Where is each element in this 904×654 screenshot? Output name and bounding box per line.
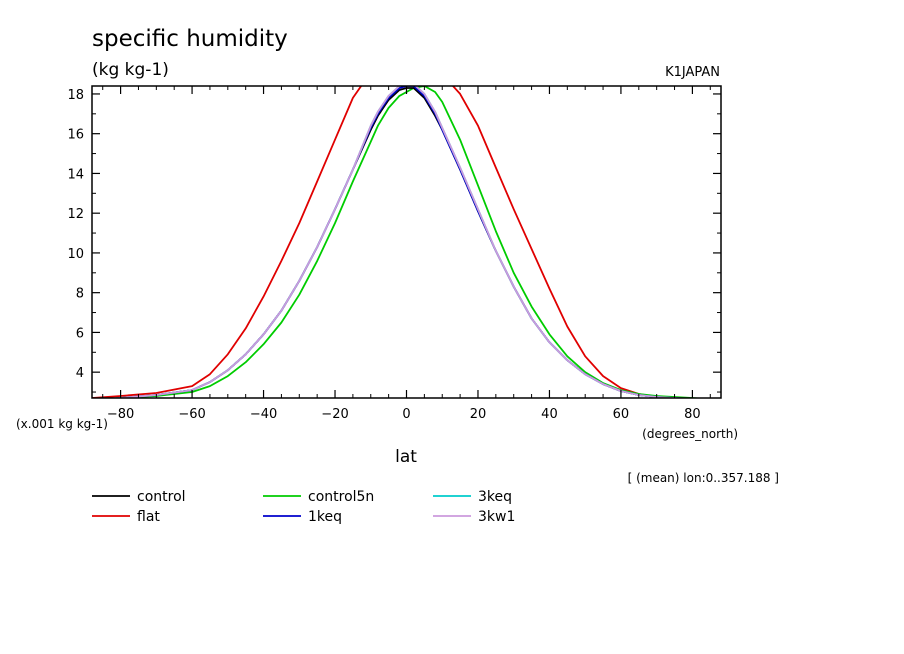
x-axis-label: lat — [395, 447, 417, 467]
y-tick-label: 6 — [76, 326, 84, 341]
legend: control flat control5n 1keq 3keq 3kw1 — [92, 489, 515, 525]
plot-frame — [91, 85, 722, 399]
series-line-control — [107, 87, 691, 398]
legend-label-control: control — [137, 489, 186, 505]
chart-units: (kg kg-1) — [92, 60, 169, 80]
y-tick-label: 10 — [67, 247, 84, 262]
subset-note: [ (mean) lon:0..357.188 ] — [628, 471, 779, 485]
y-tick-label: 8 — [76, 287, 84, 302]
scale-label: (x.001 kg kg-1) — [16, 417, 108, 431]
x-tick-label: −60 — [178, 407, 205, 422]
x-tick-label: 60 — [613, 407, 630, 422]
x-tick-label: 40 — [541, 407, 558, 422]
x-units-label: (degrees_north) — [642, 427, 738, 441]
y-tick-label: 16 — [67, 128, 84, 143]
y-tick-label: 14 — [67, 167, 84, 182]
legend-label-control5n: control5n — [308, 489, 374, 505]
source-label: K1JAPAN — [665, 65, 720, 80]
plot-lines — [92, 86, 706, 398]
axis-ticks: −80 −60 −40 −20 0 20 40 60 80 4 6 8 10 12 14 16 18 — [67, 86, 721, 422]
x-tick-label: 20 — [470, 407, 487, 422]
series-line-1keq — [107, 86, 691, 398]
legend-label-flat: flat — [137, 509, 160, 525]
series-line-3kw1 — [107, 86, 691, 398]
legend-label-3keq: 3keq — [478, 489, 512, 505]
y-tick-label: 4 — [76, 366, 84, 381]
legend-label-3kw1: 3kw1 — [478, 509, 515, 525]
series-line-flat — [92, 86, 691, 398]
x-tick-label: −80 — [107, 407, 134, 422]
y-tick-label: 18 — [67, 88, 84, 103]
series-line-3keq — [107, 86, 691, 398]
x-tick-label: 80 — [684, 407, 701, 422]
x-tick-label: −40 — [250, 407, 277, 422]
series-line-control5n — [107, 86, 706, 398]
legend-label-1keq: 1keq — [308, 509, 342, 525]
x-tick-label: 0 — [402, 407, 410, 422]
y-tick-label: 12 — [67, 207, 84, 222]
x-tick-label: −20 — [321, 407, 348, 422]
chart-title: specific humidity — [92, 26, 288, 52]
